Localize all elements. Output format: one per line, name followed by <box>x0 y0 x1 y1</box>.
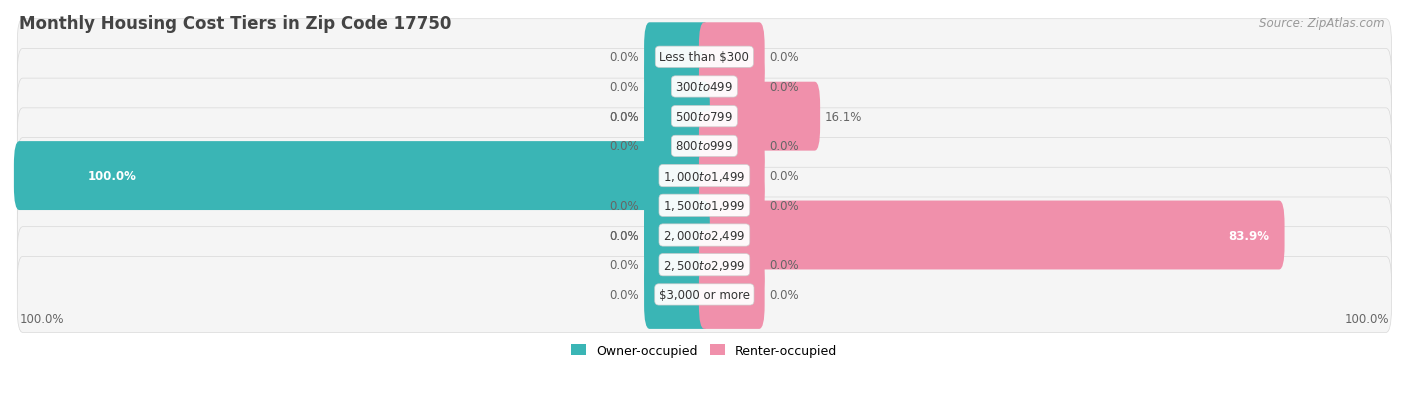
Text: 0.0%: 0.0% <box>769 81 799 94</box>
FancyBboxPatch shape <box>699 53 765 121</box>
Text: 0.0%: 0.0% <box>610 110 640 123</box>
Text: 0.0%: 0.0% <box>769 199 799 212</box>
Text: $3,000 or more: $3,000 or more <box>659 288 749 301</box>
FancyBboxPatch shape <box>644 201 710 270</box>
Text: 83.9%: 83.9% <box>1227 229 1268 242</box>
Text: 100.0%: 100.0% <box>87 170 136 183</box>
FancyBboxPatch shape <box>699 23 765 92</box>
Text: 0.0%: 0.0% <box>610 199 640 212</box>
Text: 0.0%: 0.0% <box>610 229 640 242</box>
FancyBboxPatch shape <box>644 171 710 240</box>
FancyBboxPatch shape <box>644 260 710 329</box>
Text: $300 to $499: $300 to $499 <box>675 81 734 94</box>
Text: 0.0%: 0.0% <box>769 140 799 153</box>
Text: 0.0%: 0.0% <box>769 170 799 183</box>
Text: Source: ZipAtlas.com: Source: ZipAtlas.com <box>1260 17 1385 29</box>
FancyBboxPatch shape <box>644 201 710 270</box>
FancyBboxPatch shape <box>644 83 710 151</box>
FancyBboxPatch shape <box>699 171 765 240</box>
Text: Monthly Housing Cost Tiers in Zip Code 17750: Monthly Housing Cost Tiers in Zip Code 1… <box>20 15 451 33</box>
Text: 0.0%: 0.0% <box>769 51 799 64</box>
Text: $500 to $799: $500 to $799 <box>675 110 734 123</box>
FancyBboxPatch shape <box>699 231 765 299</box>
Text: 16.1%: 16.1% <box>825 110 862 123</box>
Text: $1,000 to $1,499: $1,000 to $1,499 <box>664 169 745 183</box>
Text: 0.0%: 0.0% <box>610 140 640 153</box>
Text: 0.0%: 0.0% <box>610 110 640 123</box>
Text: 0.0%: 0.0% <box>610 229 640 242</box>
Text: $2,500 to $2,999: $2,500 to $2,999 <box>664 258 745 272</box>
FancyBboxPatch shape <box>17 20 1392 95</box>
FancyBboxPatch shape <box>699 112 765 181</box>
FancyBboxPatch shape <box>17 257 1392 332</box>
Text: $800 to $999: $800 to $999 <box>675 140 734 153</box>
FancyBboxPatch shape <box>644 112 710 181</box>
FancyBboxPatch shape <box>699 260 765 329</box>
FancyBboxPatch shape <box>17 227 1392 303</box>
Text: 0.0%: 0.0% <box>769 288 799 301</box>
Text: 0.0%: 0.0% <box>610 288 640 301</box>
FancyBboxPatch shape <box>17 168 1392 244</box>
Text: $1,500 to $1,999: $1,500 to $1,999 <box>664 199 745 213</box>
FancyBboxPatch shape <box>17 109 1392 185</box>
FancyBboxPatch shape <box>17 138 1392 214</box>
Text: 0.0%: 0.0% <box>769 259 799 272</box>
FancyBboxPatch shape <box>17 49 1392 125</box>
Text: 100.0%: 100.0% <box>1346 312 1389 325</box>
FancyBboxPatch shape <box>14 142 710 211</box>
FancyBboxPatch shape <box>644 231 710 299</box>
FancyBboxPatch shape <box>699 142 765 211</box>
Text: $2,000 to $2,499: $2,000 to $2,499 <box>664 228 745 242</box>
FancyBboxPatch shape <box>17 79 1392 155</box>
Text: 0.0%: 0.0% <box>610 51 640 64</box>
FancyBboxPatch shape <box>644 53 710 121</box>
FancyBboxPatch shape <box>699 201 1285 270</box>
Legend: Owner-occupied, Renter-occupied: Owner-occupied, Renter-occupied <box>567 339 842 362</box>
Text: Less than $300: Less than $300 <box>659 51 749 64</box>
Text: 100.0%: 100.0% <box>20 312 63 325</box>
FancyBboxPatch shape <box>699 83 820 151</box>
Text: 0.0%: 0.0% <box>610 81 640 94</box>
Text: 0.0%: 0.0% <box>610 259 640 272</box>
FancyBboxPatch shape <box>644 83 710 151</box>
FancyBboxPatch shape <box>644 23 710 92</box>
FancyBboxPatch shape <box>17 197 1392 273</box>
